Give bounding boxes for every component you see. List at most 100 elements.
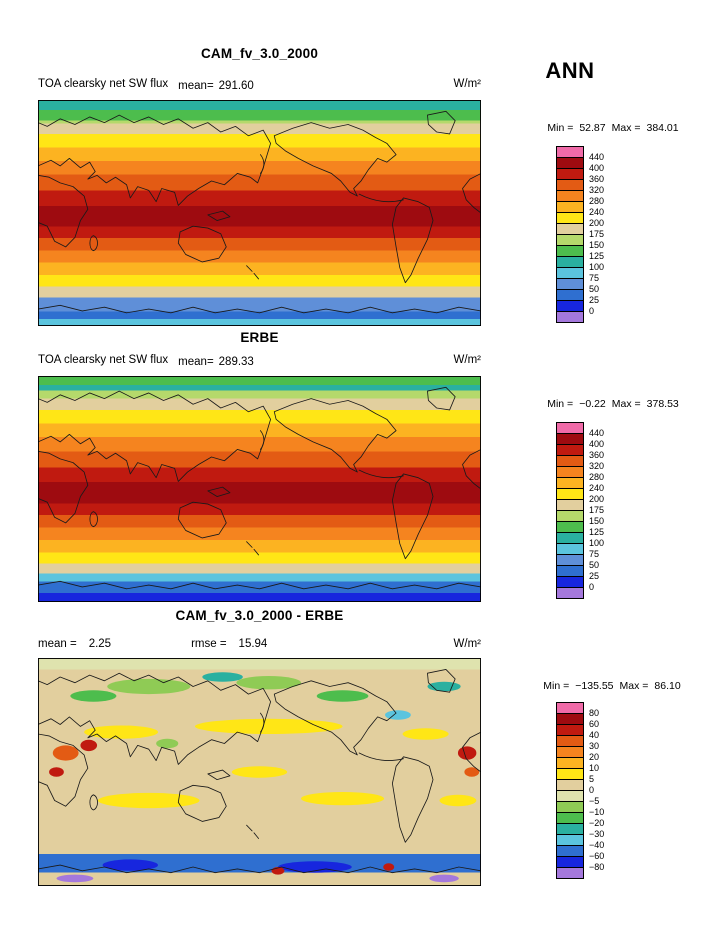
colorbar-box xyxy=(557,311,583,322)
colorbar-box xyxy=(557,488,583,499)
colorbar-tick-label: 30 xyxy=(589,741,600,751)
diff-min-label: Min = xyxy=(543,680,570,692)
model-map xyxy=(38,100,481,326)
diff-mean-label: mean = xyxy=(38,638,77,650)
colorbar-box xyxy=(557,812,583,823)
flux-colorbar-obs: 440 400 360 320 280 240 200 175 150 125 100 75 50 25 0 xyxy=(556,422,620,599)
diff-map-anomaly-patches xyxy=(49,672,480,883)
obs-map-field xyxy=(38,376,481,602)
obs-max-value: 378.53 xyxy=(646,398,679,410)
colorbar-tick-label: 240 xyxy=(589,207,605,217)
colorbar-tick-label: −5 xyxy=(589,796,600,806)
obs-mean-value: 289.33 xyxy=(218,356,254,368)
colorbar-tick-label: 175 xyxy=(589,229,605,239)
colorbar-box xyxy=(557,576,583,587)
colorbar-tick-label: 0 xyxy=(589,582,595,592)
colorbar-box xyxy=(557,510,583,521)
model-max-value: 384.01 xyxy=(646,122,679,134)
colorbar-tick-label: 175 xyxy=(589,505,605,515)
colorbar-tick-label: 80 xyxy=(589,708,600,718)
colorbar-tick-label: 40 xyxy=(589,730,600,740)
colorbar-tick-label: 100 xyxy=(589,538,605,548)
colorbar-box xyxy=(557,289,583,300)
colorbar-tick-label: 20 xyxy=(589,752,600,762)
model-units-label: W/m² xyxy=(453,78,481,90)
colorbar-box xyxy=(557,532,583,543)
colorbar-tick-label: 100 xyxy=(589,262,605,272)
colorbar-tick-label: 0 xyxy=(589,785,595,795)
colorbar-tick-label: −60 xyxy=(589,851,605,861)
obs-min-value: −0.22 xyxy=(579,398,606,410)
colorbar-box xyxy=(557,179,583,190)
flux-colorbar-model: 440 400 360 320 280 240 200 175 150 125 100 75 50 25 0 xyxy=(556,146,620,323)
colorbar-box xyxy=(557,757,583,768)
colorbar-box xyxy=(557,157,583,168)
diff-map-frame xyxy=(38,658,481,886)
colorbar-tick-label: 75 xyxy=(589,549,600,559)
colorbar-labels: 440 400 360 320 280 240 200 175 150 125 100 75 50 25 0 xyxy=(584,422,620,599)
colorbar-box xyxy=(557,746,583,757)
colorbar-tick-label: 320 xyxy=(589,461,605,471)
diff-max-label: Max = xyxy=(619,680,649,692)
colorbar-box xyxy=(557,565,583,576)
colorbar-tick-label: 50 xyxy=(589,284,600,294)
colorbar-tick-label: 0 xyxy=(589,306,595,316)
diff-mean-value: 2.25 xyxy=(88,638,112,650)
obs-min-label: Min = xyxy=(547,398,574,410)
colorbar-tick-label: 360 xyxy=(589,174,605,184)
colorbar-tick-label: 125 xyxy=(589,527,605,537)
obs-mean-label: mean= xyxy=(178,356,214,368)
colorbar-box xyxy=(557,713,583,724)
colorbar-box xyxy=(557,256,583,267)
colorbar-box xyxy=(557,433,583,444)
colorbar-box xyxy=(557,790,583,801)
colorbar-tick-label: 320 xyxy=(589,185,605,195)
colorbar-box xyxy=(557,212,583,223)
obs-minmax-line: Min = −0.22 Max = 378.53 xyxy=(508,398,718,410)
diff-panel-title: CAM_fv_3.0_2000 - ERBE xyxy=(175,608,344,623)
colorbar-box xyxy=(557,867,583,878)
colorbar-box xyxy=(557,201,583,212)
colorbar-box xyxy=(557,779,583,790)
model-minmax-line: Min = 52.87 Max = 384.01 xyxy=(508,122,718,134)
colorbar-tick-label: 25 xyxy=(589,295,600,305)
colorbar-tick-label: 5 xyxy=(589,774,595,784)
diff-minmax-line: Min = −135.55 Max = 86.10 xyxy=(505,680,719,692)
colorbar-tick-label: 360 xyxy=(589,450,605,460)
colorbar-tick-label: 60 xyxy=(589,719,600,729)
diff-colorbar: 80 60 40 30 20 10 5 0 −5 −10 −20 −30 −40 −60 −80 xyxy=(556,702,620,879)
colorbar-box xyxy=(557,768,583,779)
model-max-label: Max = xyxy=(611,122,641,134)
diff-map xyxy=(38,658,481,886)
colorbar-box xyxy=(557,444,583,455)
model-mean-label: mean= xyxy=(178,80,214,92)
colorbar-box xyxy=(557,845,583,856)
season-label: ANN xyxy=(545,58,595,83)
colorbar-box xyxy=(557,587,583,598)
diff-units-label: W/m² xyxy=(453,638,481,650)
colorbar-tick-label: −10 xyxy=(589,807,605,817)
colorbar-tick-label: 10 xyxy=(589,763,600,773)
colorbar-box xyxy=(557,703,583,713)
colorbar-tick-label: −40 xyxy=(589,840,605,850)
model-variable-label: TOA clearsky net SW flux xyxy=(38,78,169,90)
model-mean-value: 291.60 xyxy=(218,80,254,92)
colorbar-tick-label: 400 xyxy=(589,439,605,449)
model-min-label: Min = xyxy=(547,122,574,134)
colorbar-box xyxy=(557,147,583,157)
colorbar-labels: 440 400 360 320 280 240 200 175 150 125 100 75 50 25 0 xyxy=(584,146,620,323)
obs-units-label: W/m² xyxy=(453,354,481,366)
colorbar-tick-label: 200 xyxy=(589,218,605,228)
colorbar-box xyxy=(557,223,583,234)
colorbar-tick-label: −80 xyxy=(589,862,605,872)
colorbar-boxes xyxy=(556,422,584,599)
colorbar-boxes xyxy=(556,702,584,879)
model-subtitle-row: TOA clearsky net SW flux mean= 291.60 W/… xyxy=(38,78,481,92)
colorbar-tick-label: 75 xyxy=(589,273,600,283)
colorbar-tick-label: 200 xyxy=(589,494,605,504)
colorbar-tick-label: 25 xyxy=(589,571,600,581)
colorbar-box xyxy=(557,856,583,867)
colorbar-tick-label: 150 xyxy=(589,516,605,526)
colorbar-tick-label: 125 xyxy=(589,251,605,261)
